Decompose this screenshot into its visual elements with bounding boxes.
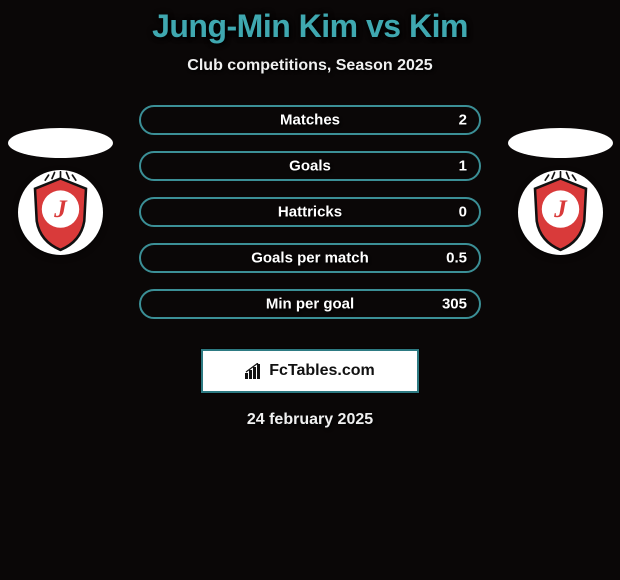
player-left-column: J [0,128,120,255]
stat-value-right: 0.5 [446,250,467,267]
player-left-photo-placeholder [8,128,113,158]
subtitle: Club competitions, Season 2025 [0,57,620,75]
stat-value-right: 2 [459,112,467,129]
player-right-club-badge: J [518,170,603,255]
stat-value-right: 305 [442,296,467,313]
stat-row-hattricks: Hattricks 0 [139,197,481,227]
club-badge-icon: J [18,170,103,255]
stat-value-right: 1 [459,158,467,175]
player-right-photo-placeholder [508,128,613,158]
player-left-club-badge: J [18,170,103,255]
stat-label: Goals per match [251,250,369,267]
stats-container: Matches 2 Goals 1 Hattricks 0 Goals per … [139,105,481,319]
stat-row-min-per-goal: Min per goal 305 [139,289,481,319]
brand-text: FcTables.com [269,362,375,380]
date-label: 24 february 2025 [0,411,620,429]
stat-row-matches: Matches 2 [139,105,481,135]
stat-value-right: 0 [459,204,467,221]
stat-label: Matches [280,112,340,129]
stat-label: Hattricks [278,204,342,221]
brand-link[interactable]: FcTables.com [201,349,419,393]
svg-text:J: J [553,194,568,223]
page-title: Jung-Min Kim vs Kim [0,8,620,45]
stat-row-goals: Goals 1 [139,151,481,181]
player-right-column: J [500,128,620,255]
stat-label: Min per goal [266,296,354,313]
club-badge-icon: J [518,170,603,255]
stat-label: Goals [289,158,331,175]
svg-text:J: J [53,194,68,223]
bar-chart-icon [245,363,265,379]
stat-row-goals-per-match: Goals per match 0.5 [139,243,481,273]
